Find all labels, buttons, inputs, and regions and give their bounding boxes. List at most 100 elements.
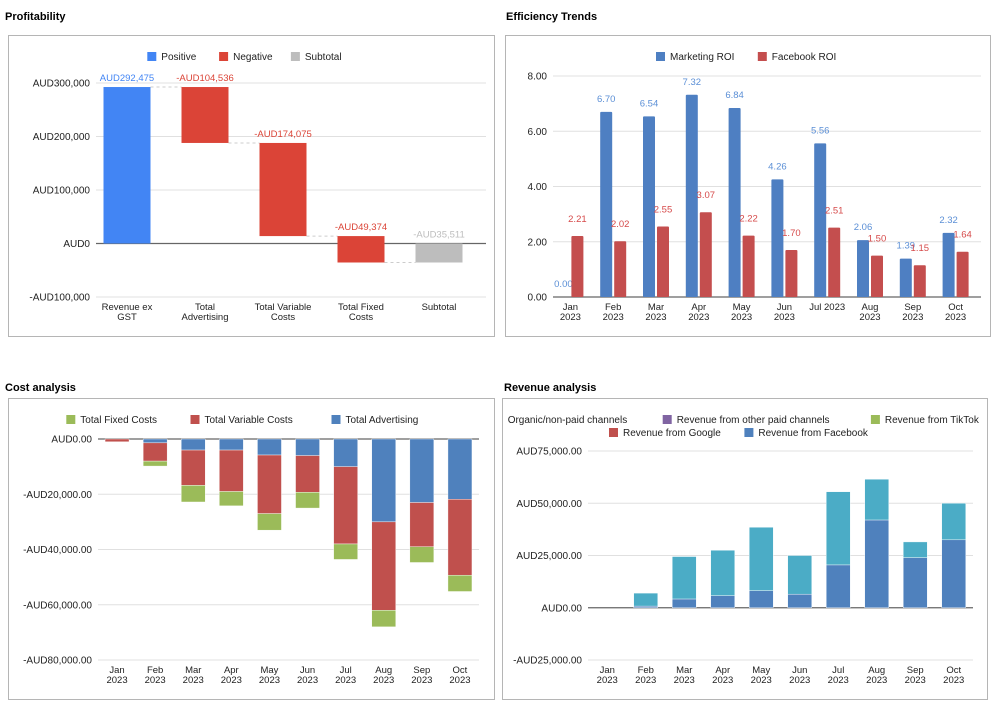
y-tick-label: AUD300,000 [33, 79, 91, 90]
y-tick-label: AUD0.00 [541, 603, 582, 614]
profitability-chart: Positive Negative Subtotal -AUD100,000 AUD0 A… [29, 52, 486, 323]
data-label: 2.51 [825, 206, 844, 217]
waterfall-bar [103, 87, 151, 244]
x-tick-label: 2023 [905, 675, 926, 686]
y-tick-label: 0.00 [528, 293, 548, 304]
stacked-bar-segment [864, 479, 889, 521]
legend-label: Organic/non-paid channels [508, 415, 628, 426]
x-tick-label: 2023 [335, 675, 356, 686]
marketing-roi-bar [857, 240, 869, 297]
revenue-chart: Organic/non-paid channels Revenue from ot… [493, 415, 980, 686]
stacked-bar-segment [409, 438, 435, 503]
legend-swatch [609, 428, 618, 437]
x-tick-label: 2023 [945, 312, 966, 323]
x-tick-label: Oct [948, 302, 963, 313]
legend-label: Total Variable Costs [205, 415, 293, 426]
marketing-roi-bar [771, 179, 784, 297]
stacked-bar-segment [181, 449, 206, 486]
x-tick-label: Subtotal [422, 302, 457, 313]
marketing-roi-bar [814, 143, 827, 297]
y-tick-label: -AUD60,000.00 [23, 600, 92, 611]
x-tick-label: Sep [907, 665, 924, 676]
stacked-bar-segment [787, 593, 812, 608]
legend-label: Subtotal [305, 52, 342, 63]
data-label: -AUD104,536 [176, 73, 234, 84]
x-tick-label: Mar [185, 665, 201, 676]
profitability-panel: Positive Negative Subtotal -AUD100,000 AUD0 A… [8, 35, 495, 337]
data-label: 1.39 [897, 241, 916, 252]
legend-swatch [66, 415, 76, 424]
stacked-bar-segment [142, 460, 168, 467]
x-tick-label: 2023 [731, 312, 752, 323]
legend-label: Positive [161, 52, 196, 63]
profitability-title: Profitability [5, 11, 66, 23]
x-tick-label: 2023 [674, 675, 695, 686]
stacked-bar-segment [826, 491, 851, 566]
x-tick-label: Apr [691, 302, 706, 313]
marketing-roi-bar [685, 94, 698, 297]
legend-swatch [744, 428, 754, 437]
x-tick-label: 2023 [789, 675, 810, 686]
stacked-bar-segment [371, 521, 396, 611]
x-tick-label: Feb [605, 302, 621, 313]
legend-label: Total Advertising [346, 415, 419, 426]
y-tick-label: AUD100,000 [33, 186, 91, 197]
legend-swatch [870, 415, 880, 424]
y-tick-label: AUD25,000.00 [516, 551, 582, 562]
stacked-bar-segment [633, 605, 658, 608]
x-tick-label: 2023 [297, 675, 318, 686]
data-label: 1.64 [953, 230, 972, 241]
cost-chart: Total Fixed Costs Total Variable Costs Tot… [23, 415, 479, 686]
stacked-bar-segment [295, 492, 320, 509]
y-tick-label: -AUD100,000 [29, 293, 90, 304]
data-label: 2.55 [654, 205, 673, 216]
data-label: 1.15 [911, 243, 930, 254]
revenue-title: Revenue analysis [504, 382, 597, 394]
x-tick-label: 2023 [449, 675, 470, 686]
stacked-bar-segment [447, 574, 473, 592]
x-tick-label: 2023 [902, 312, 923, 323]
marketing-roi-bar [899, 258, 912, 297]
data-label: 2.02 [611, 219, 630, 230]
data-label: AUD292,475 [100, 73, 154, 84]
data-label: 2.32 [939, 215, 958, 226]
cost-panel: Total Fixed Costs Total Variable Costs Tot… [8, 398, 495, 700]
y-tick-label: -AUD20,000.00 [23, 490, 92, 501]
x-tick-label: 2023 [411, 675, 432, 686]
stacked-bar-segment [257, 454, 282, 514]
x-tick-label: Jul 2023 [809, 302, 845, 313]
stacked-bar-segment [672, 598, 697, 608]
facebook-roi-bar [785, 250, 798, 297]
efficiency-title: Efficiency Trends [506, 11, 598, 23]
facebook-roi-bar [657, 226, 669, 297]
x-tick-label: Costs [349, 312, 374, 323]
stacked-bar-segment [333, 543, 358, 560]
x-tick-label: 2023 [688, 312, 709, 323]
x-tick-label: Jan [600, 665, 615, 676]
stacked-bar-segment [181, 485, 206, 503]
x-tick-label: Aug [375, 665, 392, 676]
data-label: -AUD35,511 [413, 230, 465, 241]
x-tick-label: Jun [300, 665, 315, 676]
legend-swatch [757, 52, 767, 61]
x-tick-label: 2023 [645, 312, 666, 323]
x-tick-label: Mar [648, 302, 664, 313]
marketing-roi-bar [728, 108, 741, 297]
data-label: 2.22 [739, 214, 758, 225]
y-tick-label: -AUD40,000.00 [23, 545, 92, 556]
stacked-bar-segment [826, 564, 851, 608]
cost-title: Cost analysis [5, 382, 76, 394]
x-tick-label: Advertising [182, 312, 229, 323]
x-tick-label: Revenue ex [102, 302, 153, 313]
x-tick-label: May [752, 665, 770, 676]
x-tick-label: Aug [868, 665, 885, 676]
facebook-roi-bar [742, 235, 755, 297]
legend-label: Revenue from Facebook [758, 428, 869, 439]
x-tick-label: Apr [715, 665, 730, 676]
x-tick-label: Total Variable [255, 302, 312, 313]
y-tick-label: AUD50,000.00 [516, 499, 582, 510]
legend-label: Revenue from Google [623, 428, 721, 439]
x-tick-label: Feb [147, 665, 163, 676]
x-tick-label: 2023 [259, 675, 280, 686]
y-tick-label: AUD0.00 [51, 435, 92, 446]
